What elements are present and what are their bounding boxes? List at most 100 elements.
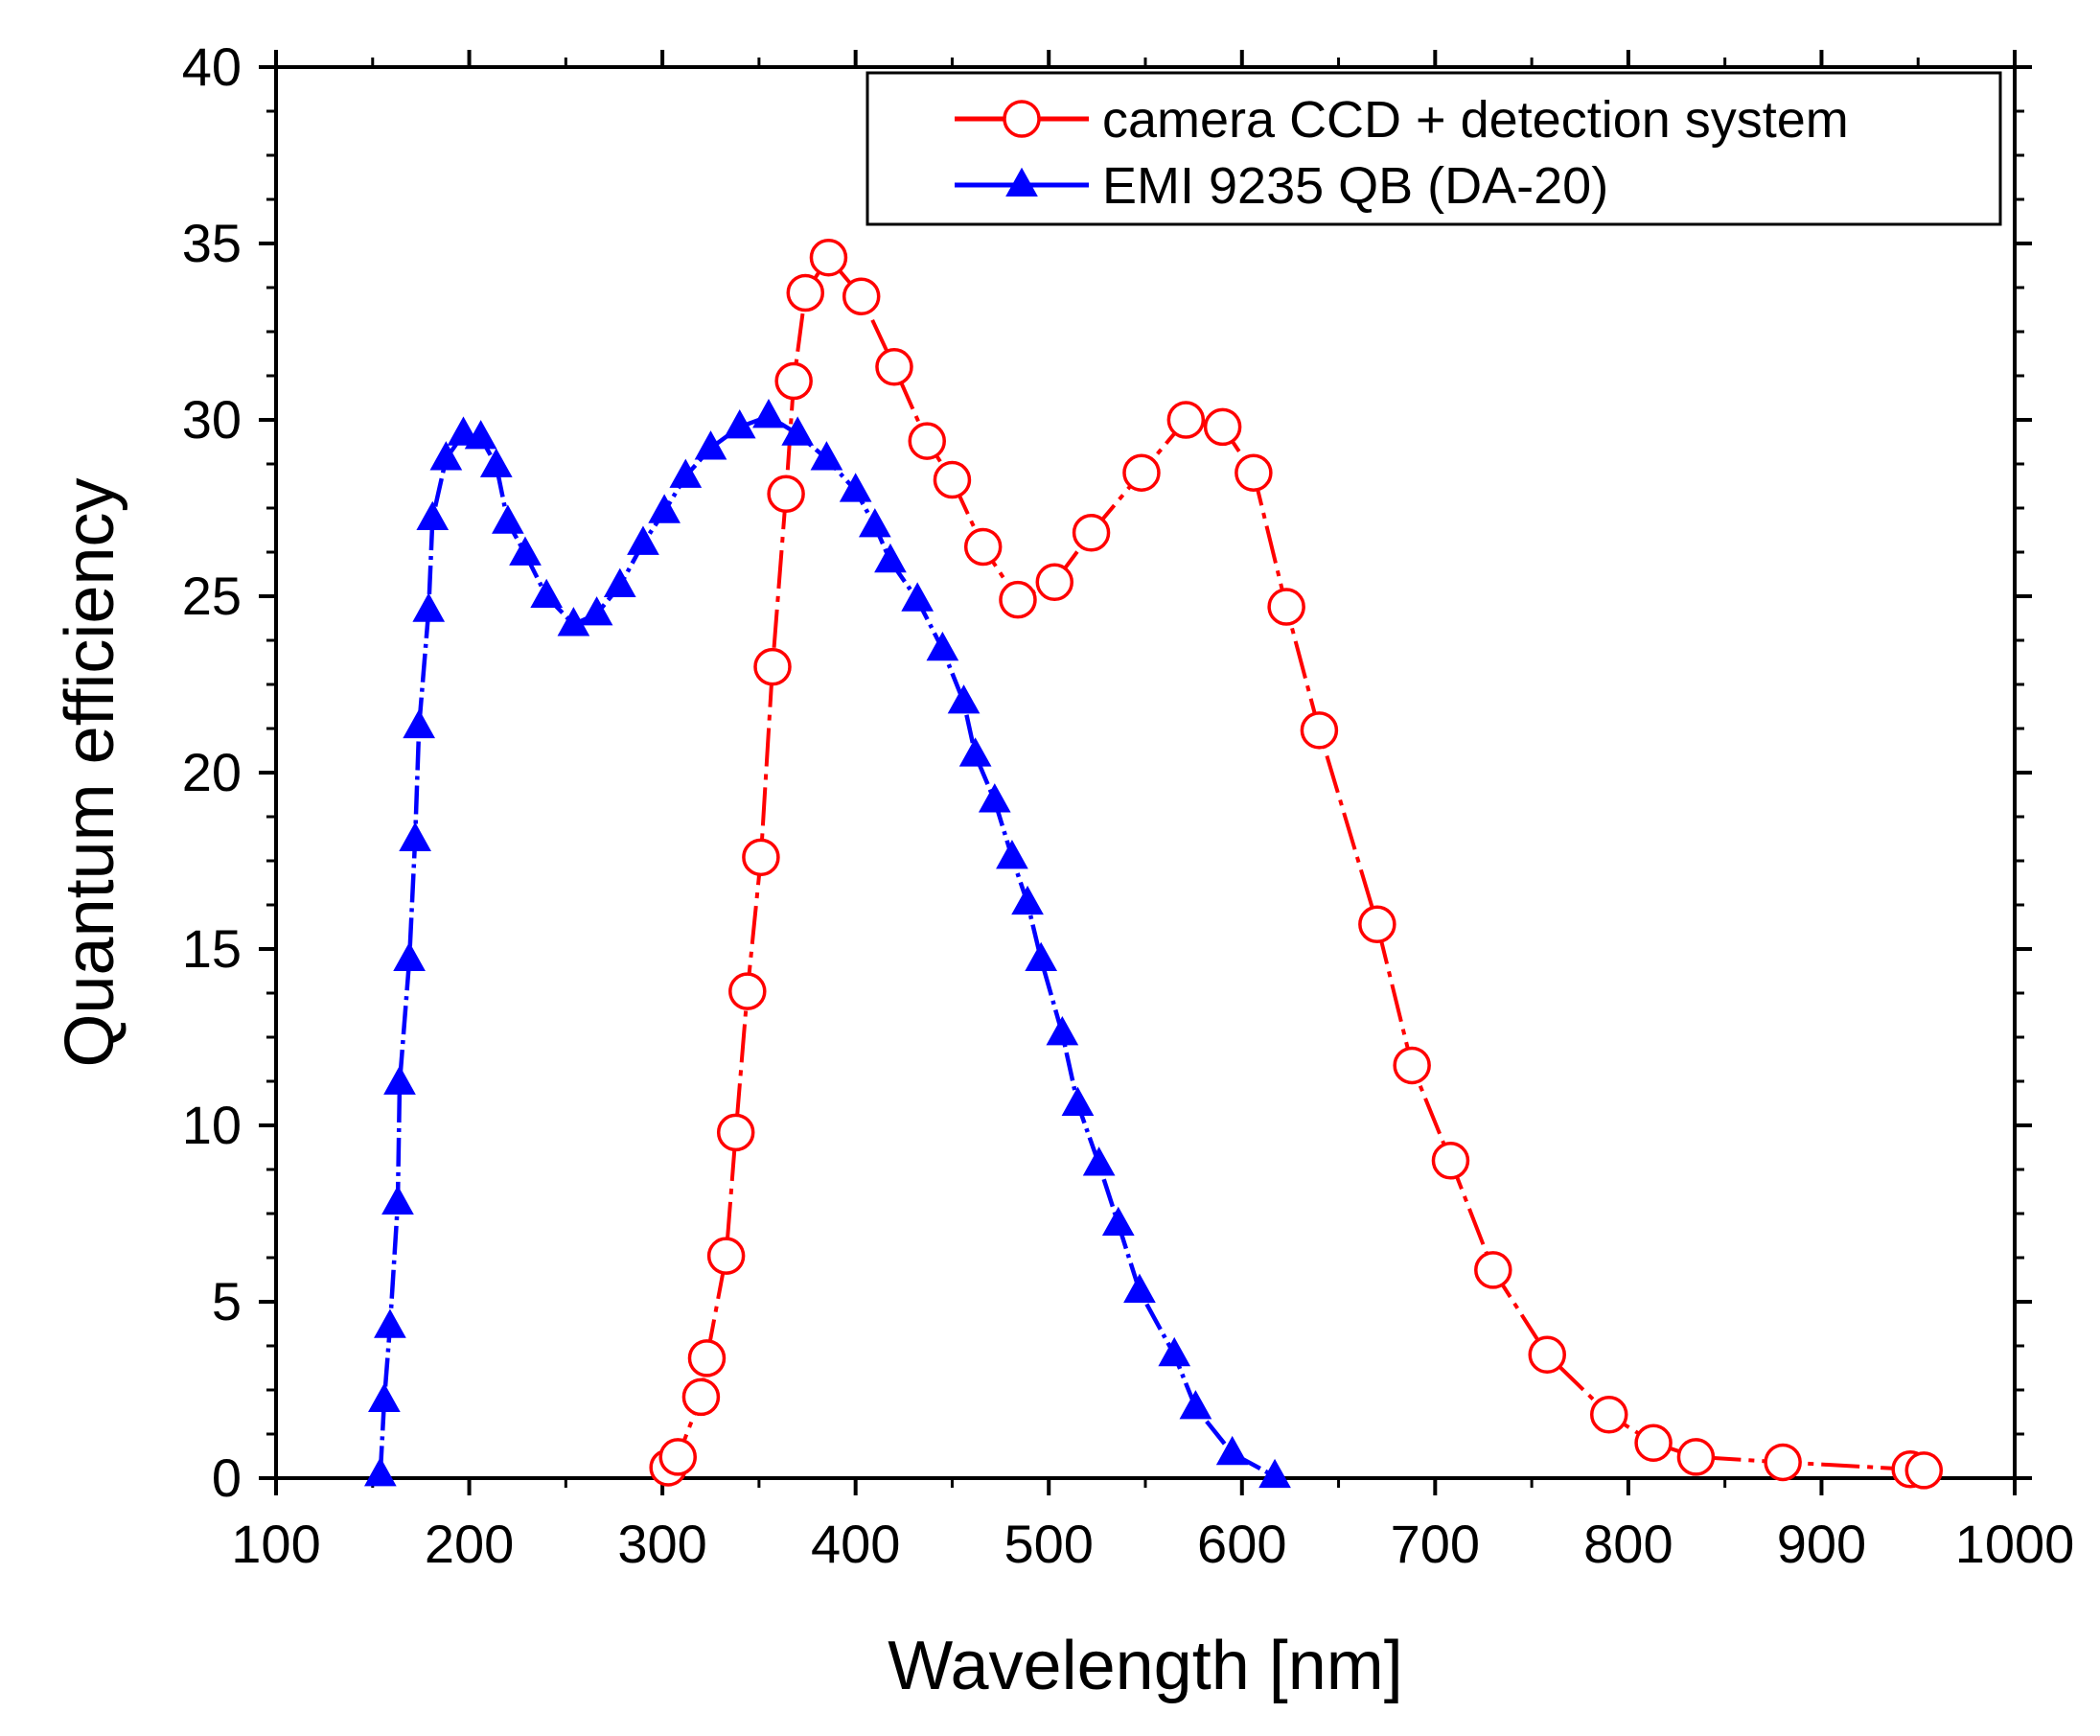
data-point-camera-ccd (875, 348, 913, 386)
legend-swatch-camera-ccd (955, 100, 1089, 138)
data-point-emi-9235 (1025, 941, 1058, 972)
data-point-emi-9235 (492, 504, 524, 534)
data-point-camera-ccd (842, 277, 881, 315)
data-point-camera-ccd (728, 972, 767, 1010)
data-point-camera-ccd (1035, 563, 1074, 602)
data-point-camera-ccd (809, 238, 848, 277)
data-point-emi-9235 (1258, 1458, 1291, 1489)
legend-entry-camera-ccd: camera CCD + detection system (955, 91, 1849, 149)
data-point-camera-ccd (706, 1237, 746, 1275)
y-tick-label: 5 (212, 1271, 242, 1331)
data-point-camera-ccd (1431, 1142, 1470, 1180)
data-point-emi-9235 (901, 582, 935, 612)
legend-box (865, 71, 2002, 226)
data-point-camera-ccd (753, 647, 792, 686)
data-point-emi-9235 (416, 500, 450, 531)
x-tick-label: 1000 (1955, 1514, 2075, 1574)
x-axis-title: Wavelength [nm] (888, 1628, 1403, 1704)
series-emi-9235 (363, 399, 1291, 1489)
y-axis-title: Quantum efficiency (52, 478, 128, 1068)
data-point-emi-9235 (996, 840, 1028, 869)
data-point-emi-9235 (399, 822, 431, 851)
data-point-emi-9235 (947, 684, 981, 714)
data-point-camera-ccd (1203, 407, 1242, 447)
plot-frame (274, 65, 2017, 1480)
data-point-camera-ccd (908, 422, 946, 460)
data-point-camera-ccd (963, 527, 1003, 567)
data-point-camera-ccd (1235, 453, 1273, 492)
data-point-camera-ccd (786, 273, 825, 312)
data-point-camera-ccd (1676, 1438, 1716, 1476)
data-point-camera-ccd (933, 460, 972, 499)
y-tick-label: 10 (182, 1095, 242, 1155)
series-line-camera-ccd (666, 254, 1925, 1472)
data-point-emi-9235 (479, 448, 513, 477)
legend-swatch-emi-9235 (955, 167, 1089, 197)
y-axis-ticks: 0 5 10 15 20 25 30 35 40 (182, 36, 2032, 1508)
data-point-emi-9235 (381, 1185, 414, 1215)
data-point-camera-ccd (658, 1438, 697, 1476)
data-point-camera-ccd (1358, 905, 1396, 943)
data-point-emi-9235 (1158, 1336, 1191, 1367)
data-point-emi-9235 (1061, 1086, 1095, 1116)
x-tick-label: 600 (1197, 1514, 1286, 1574)
legend-marker-camera-ccd (1003, 100, 1041, 138)
data-point-emi-9235 (958, 737, 992, 767)
data-point-camera-ccd (1393, 1046, 1431, 1085)
data-point-emi-9235 (412, 592, 446, 622)
data-point-emi-9235 (978, 783, 1011, 813)
legend: camera CCD + detection system EMI 9235 Q… (865, 71, 2002, 226)
data-point-camera-ccd (742, 838, 780, 877)
data-point-emi-9235 (403, 708, 436, 739)
data-point-emi-9235 (464, 420, 497, 450)
data-point-camera-ccd (1904, 1451, 1944, 1490)
data-point-emi-9235 (926, 631, 959, 661)
series-line-emi-9235 (378, 413, 1277, 1479)
x-tick-label: 300 (617, 1514, 706, 1574)
data-point-emi-9235 (858, 508, 891, 538)
data-point-emi-9235 (580, 596, 613, 626)
data-point-camera-ccd (1589, 1396, 1628, 1434)
data-point-emi-9235 (393, 941, 426, 972)
y-tick-label: 30 (182, 389, 242, 450)
y-tick-label: 25 (182, 566, 242, 626)
series-layer (363, 238, 1944, 1490)
data-point-emi-9235 (839, 473, 872, 502)
data-point-emi-9235 (509, 536, 542, 566)
legend-marker-emi-9235 (1005, 167, 1038, 197)
data-point-emi-9235 (374, 1308, 406, 1338)
series-camera-ccd (649, 238, 1944, 1490)
data-point-emi-9235 (723, 409, 756, 439)
data-point-emi-9235 (648, 494, 681, 523)
data-point-emi-9235 (383, 1065, 416, 1095)
data-point-emi-9235 (810, 441, 843, 471)
data-point-emi-9235 (781, 416, 815, 446)
data-point-emi-9235 (603, 567, 636, 597)
data-point-camera-ccd (1072, 514, 1111, 552)
data-point-camera-ccd (687, 1339, 727, 1377)
data-point-camera-ccd (681, 1377, 721, 1417)
x-tick-label: 700 (1391, 1514, 1480, 1574)
data-point-camera-ccd (1166, 401, 1206, 439)
data-point-emi-9235 (429, 441, 463, 471)
data-point-camera-ccd (767, 475, 805, 514)
data-point-emi-9235 (557, 607, 590, 637)
data-point-emi-9235 (874, 543, 907, 573)
data-point-emi-9235 (669, 458, 703, 488)
legend-label-camera-ccd: camera CCD + detection system (1102, 91, 1849, 149)
data-point-emi-9235 (1082, 1146, 1116, 1176)
x-axis-ticks: 100 200 300 400 500 600 700 800 900 1000 (231, 50, 2074, 1574)
data-point-camera-ccd (1528, 1335, 1566, 1374)
data-point-emi-9235 (363, 1457, 397, 1487)
data-point-camera-ccd (774, 361, 813, 401)
y-tick-label: 15 (182, 918, 242, 979)
data-point-emi-9235 (368, 1382, 401, 1413)
data-point-emi-9235 (1123, 1273, 1156, 1303)
data-point-emi-9235 (1011, 885, 1044, 915)
axes (274, 65, 2017, 1480)
y-tick-label: 40 (182, 36, 242, 97)
x-tick-label: 900 (1777, 1514, 1866, 1574)
y-tick-label: 35 (182, 213, 242, 273)
data-point-emi-9235 (1101, 1206, 1135, 1237)
